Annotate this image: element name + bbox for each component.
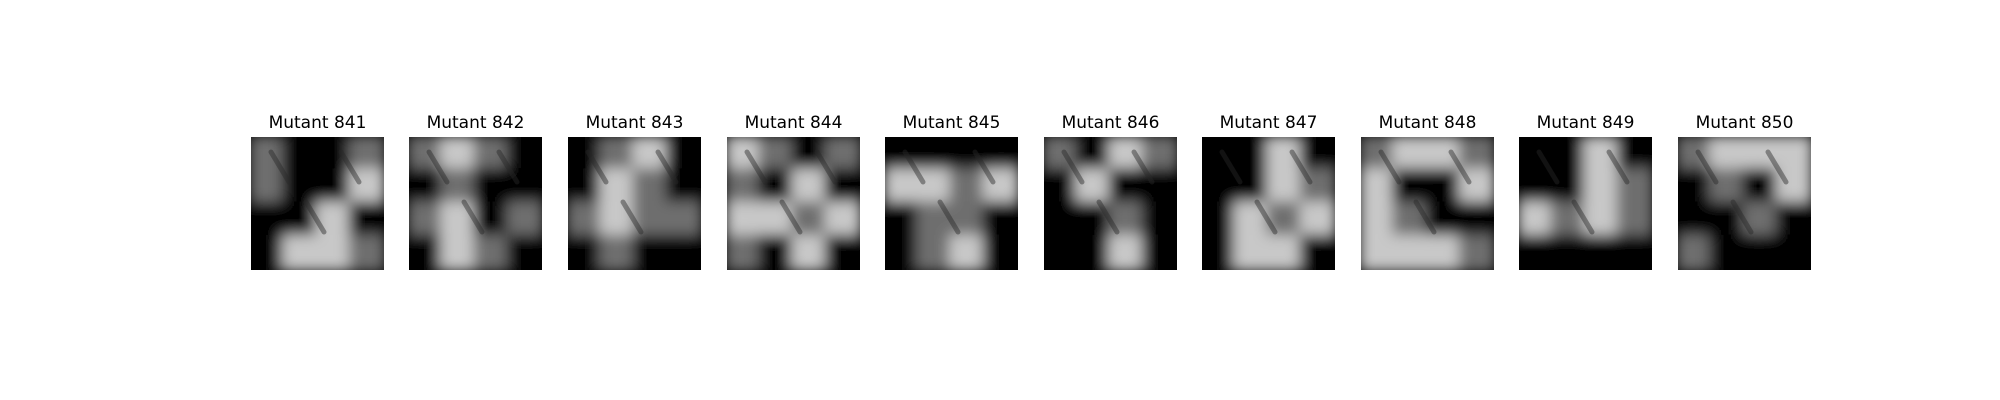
- panel-mutant-844: Mutant 844: [727, 107, 860, 272]
- masked-micrograph-image: [1044, 137, 1177, 270]
- masked-micrograph-image: [1678, 137, 1811, 270]
- panel-title: Mutant 848: [1378, 113, 1477, 133]
- panel-mutant-846: Mutant 846: [1044, 107, 1177, 272]
- panel-title: Mutant 847: [1219, 113, 1318, 133]
- panel-title: Mutant 846: [1061, 113, 1160, 133]
- masked-micrograph-image: [1202, 137, 1335, 270]
- masked-micrograph-image: [1519, 137, 1652, 270]
- panel-title: Mutant 843: [585, 113, 684, 133]
- panel-title: Mutant 842: [426, 113, 525, 133]
- panel-mutant-845: Mutant 845: [885, 107, 1018, 272]
- masked-micrograph-image: [1361, 137, 1494, 270]
- panel-mutant-848: Mutant 848: [1361, 107, 1494, 272]
- masked-micrograph-image: [409, 137, 542, 270]
- masked-micrograph-image: [727, 137, 860, 270]
- panel-mutant-847: Mutant 847: [1202, 107, 1335, 272]
- panel-title: Mutant 844: [744, 113, 843, 133]
- panel-mutant-842: Mutant 842: [409, 107, 542, 272]
- masked-micrograph-image: [568, 137, 701, 270]
- masked-micrograph-image: [885, 137, 1018, 270]
- panel-title: Mutant 845: [902, 113, 1001, 133]
- panel-mutant-841: Mutant 841: [251, 107, 384, 272]
- panel-title: Mutant 841: [268, 113, 367, 133]
- panel-mutant-843: Mutant 843: [568, 107, 701, 272]
- panel-mutant-850: Mutant 850: [1678, 107, 1811, 272]
- panel-title: Mutant 849: [1536, 113, 1635, 133]
- panel-mutant-849: Mutant 849: [1519, 107, 1652, 272]
- masked-micrograph-image: [251, 137, 384, 270]
- panel-title: Mutant 850: [1695, 113, 1794, 133]
